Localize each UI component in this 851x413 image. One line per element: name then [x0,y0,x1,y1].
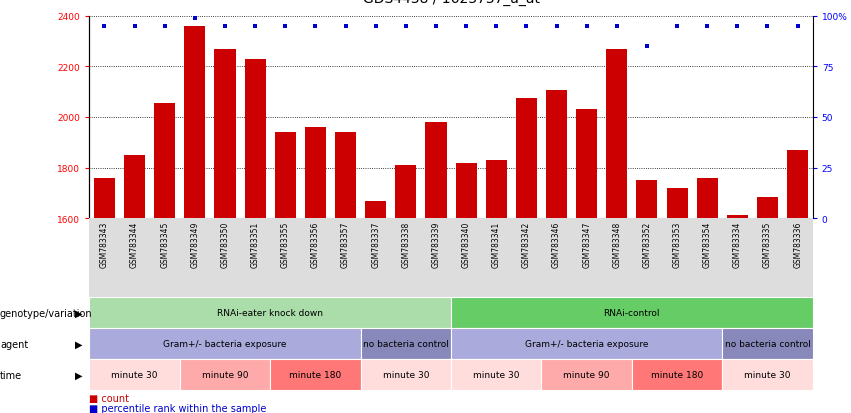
Text: minute 90: minute 90 [563,370,610,379]
Text: genotype/variation: genotype/variation [0,308,93,318]
Text: minute 30: minute 30 [383,370,429,379]
Text: minute 180: minute 180 [289,370,341,379]
Text: GSM783343: GSM783343 [100,221,109,268]
Text: GSM783337: GSM783337 [371,221,380,268]
Bar [94,178,115,219]
Bar [275,133,296,219]
Text: minute 90: minute 90 [202,370,248,379]
Text: ▶: ▶ [75,370,83,380]
Text: GSM783354: GSM783354 [703,221,711,268]
Text: GSM783336: GSM783336 [793,221,802,268]
Text: GDS4438 / 1623737_a_at: GDS4438 / 1623737_a_at [363,0,540,6]
Text: GSM783350: GSM783350 [220,221,230,268]
Text: no bacteria control: no bacteria control [363,339,448,348]
Bar [787,151,808,219]
Bar [637,181,658,219]
Text: GSM783334: GSM783334 [733,221,742,268]
Bar [697,178,717,219]
Text: ▶: ▶ [75,308,83,318]
Text: RNAi-eater knock down: RNAi-eater knock down [217,309,323,317]
Bar [214,50,236,219]
Text: GSM783347: GSM783347 [582,221,591,268]
Text: minute 30: minute 30 [473,370,519,379]
Text: Gram+/- bacteria exposure: Gram+/- bacteria exposure [525,339,648,348]
Text: GSM783356: GSM783356 [311,221,320,268]
Bar [666,189,688,219]
Text: GSM783349: GSM783349 [191,221,199,268]
Text: minute 180: minute 180 [651,370,703,379]
Text: ▶: ▶ [75,339,83,349]
Bar [426,123,447,219]
Text: minute 30: minute 30 [745,370,791,379]
Text: minute 30: minute 30 [111,370,157,379]
Text: GSM783344: GSM783344 [130,221,139,268]
Text: Gram+/- bacteria exposure: Gram+/- bacteria exposure [163,339,287,348]
Bar [486,161,507,219]
Bar [305,128,326,219]
Text: GSM783339: GSM783339 [431,221,441,268]
Text: time: time [0,370,22,380]
Bar [516,99,537,219]
Text: RNAi-control: RNAi-control [603,309,660,317]
Text: GSM783355: GSM783355 [281,221,289,268]
Text: ■ count: ■ count [89,393,129,403]
Bar [124,156,146,219]
Text: GSM783353: GSM783353 [672,221,682,268]
Text: agent: agent [0,339,28,349]
Bar [335,133,356,219]
Text: GSM783351: GSM783351 [251,221,260,267]
Text: GSM783335: GSM783335 [763,221,772,268]
Bar [546,91,567,219]
Bar [395,166,416,219]
Text: GSM783342: GSM783342 [522,221,531,267]
Text: no bacteria control: no bacteria control [724,339,810,348]
Text: GSM783341: GSM783341 [492,221,500,267]
Text: GSM783338: GSM783338 [402,221,410,267]
Bar [244,59,266,219]
Text: GSM783346: GSM783346 [552,221,561,268]
Text: GSM783348: GSM783348 [613,221,621,267]
Text: GSM783352: GSM783352 [643,221,651,267]
Bar [455,163,477,219]
Bar [727,215,748,219]
Bar [606,50,627,219]
Text: GSM783357: GSM783357 [341,221,350,268]
Text: GSM783345: GSM783345 [160,221,169,268]
Bar [185,27,205,219]
Bar [757,197,778,219]
Text: GSM783340: GSM783340 [461,221,471,268]
Text: ■ percentile rank within the sample: ■ percentile rank within the sample [89,404,266,413]
Bar [365,201,386,219]
Bar [154,104,175,219]
Bar [576,110,597,219]
